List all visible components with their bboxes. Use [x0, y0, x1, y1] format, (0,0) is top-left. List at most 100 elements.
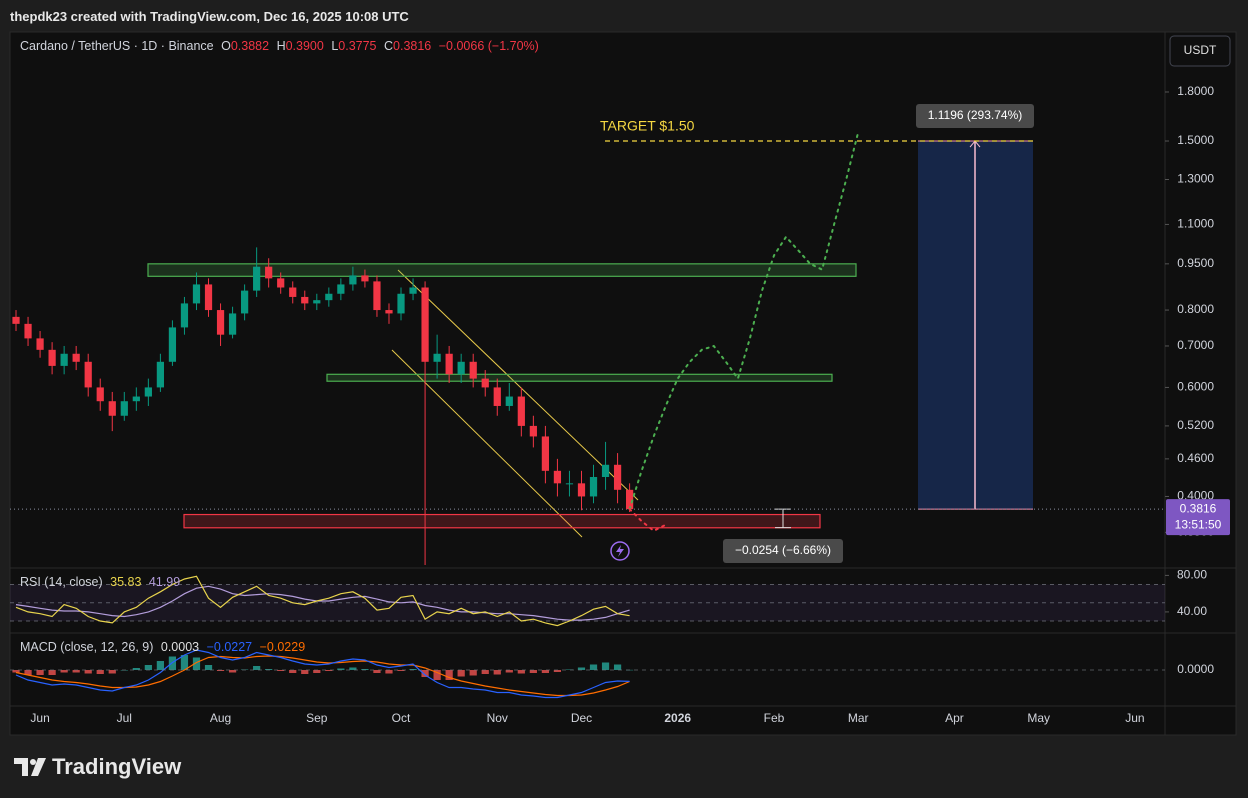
candle-body — [601, 464, 610, 478]
candle-body — [180, 303, 189, 328]
candle-body — [337, 284, 345, 294]
candle-body — [277, 278, 285, 288]
candle-body — [313, 300, 321, 304]
macd-histogram-bar — [469, 670, 477, 676]
x-tick-label: Sep — [306, 711, 328, 725]
macd-histogram-bar — [132, 668, 140, 670]
last-price-box — [1166, 499, 1230, 536]
candle-body — [481, 378, 489, 388]
zone — [183, 513, 821, 529]
chart-background — [9, 31, 1237, 736]
macd-histogram-bar — [301, 670, 309, 674]
candle-body — [529, 425, 537, 437]
candle-body — [385, 310, 393, 314]
currency-label[interactable]: USDT — [1184, 43, 1217, 57]
macd-histogram-bar — [24, 670, 32, 675]
legend-change: −0.0066 (−1.70%) — [439, 39, 539, 53]
last-price-label: 0.3816 — [1180, 501, 1217, 515]
macd-legend: MACD (close, 12, 26, 9) 0.0003 −0.0227 −… — [20, 640, 305, 654]
candle-body — [553, 470, 562, 484]
macd-histogram-bar — [253, 666, 261, 670]
macd-value: −0.0227 — [207, 640, 253, 654]
channel-line — [397, 269, 639, 501]
y-tick-label: 0.9500 — [1177, 256, 1214, 270]
x-tick-label: Feb — [764, 711, 785, 725]
macd-histogram-bar — [108, 670, 116, 674]
candle-body — [12, 316, 20, 324]
x-tick-label: Jun — [1125, 711, 1144, 725]
macd-histogram-bar — [337, 668, 345, 670]
candle-body — [253, 266, 261, 291]
y-tick-label: 80.00 — [1177, 568, 1207, 582]
candle-body — [421, 287, 429, 362]
currency-button[interactable]: USDT — [1169, 35, 1231, 67]
macd-histogram-bar — [72, 670, 80, 673]
candle-body — [517, 396, 525, 426]
macd-histogram-bar — [192, 657, 201, 670]
measure-label-box — [916, 104, 1034, 128]
legend-key: L — [331, 39, 338, 53]
macd-histogram-bar — [373, 670, 381, 673]
candle-body — [469, 361, 477, 379]
candle-body — [565, 483, 574, 485]
macd-histogram-bar — [277, 670, 285, 671]
macd-title: MACD (close, 12, 26, 9) — [20, 640, 153, 654]
x-tick-label: May — [1027, 711, 1050, 725]
candle-body — [301, 296, 309, 304]
rsi-ma-line — [15, 585, 630, 621]
axes: 0.35000.40000.46000.52000.60000.70000.80… — [30, 84, 1230, 725]
macd-histogram-bar — [325, 670, 333, 671]
candle-body — [289, 287, 297, 297]
candle-body — [156, 361, 164, 388]
x-tick-label: Apr — [945, 711, 964, 725]
target-label: TARGET $1.50 — [600, 118, 695, 134]
macd-histogram-bar — [289, 670, 297, 673]
macd-histogram-bar — [397, 670, 405, 671]
candle-body — [325, 293, 333, 301]
macd-histogram-bar — [457, 670, 465, 677]
credit: thepdk23 created with TradingView.com, D… — [10, 9, 409, 24]
macd-histogram-bar — [36, 670, 44, 675]
candle-body — [409, 287, 417, 294]
macd-histogram-bar — [481, 670, 489, 674]
macd-histogram-bar — [228, 670, 237, 673]
candle-body — [577, 483, 586, 497]
candle-body — [241, 290, 249, 314]
y-tick-label: 0.6000 — [1177, 380, 1214, 394]
brand-name: TradingView — [52, 754, 182, 779]
x-tick-label: Oct — [392, 711, 411, 725]
measure-label: 1.1196 (293.74%) — [928, 108, 1023, 122]
candle-body — [108, 401, 116, 416]
macd-histogram-bar — [84, 670, 92, 674]
candle-body — [397, 293, 405, 314]
legend-key: O — [221, 39, 231, 53]
y-tick-label: 1.3000 — [1177, 172, 1214, 186]
candle-body — [589, 477, 598, 497]
candle-body — [132, 396, 140, 402]
candle-body — [48, 349, 56, 366]
y-tick-label: 0.8000 — [1177, 302, 1214, 316]
candle-body — [60, 353, 68, 366]
candle-body — [144, 387, 152, 397]
macd-histogram-bar — [601, 662, 610, 670]
y-tick-label: 0.4600 — [1177, 451, 1214, 465]
legend-value: 0.3775 — [338, 39, 376, 53]
candle-body — [361, 275, 369, 282]
macd-histogram-bar — [493, 670, 501, 675]
x-tick-label: 2026 — [664, 711, 691, 725]
y-tick-label: 1.1000 — [1177, 217, 1214, 231]
candle-body — [24, 323, 32, 339]
candle-body — [204, 284, 213, 311]
candle-body — [216, 310, 225, 335]
candle-body — [72, 353, 80, 362]
x-tick-label: Dec — [571, 711, 592, 725]
candle-body — [433, 353, 441, 362]
legend-value: 0.3816 — [393, 39, 431, 53]
y-tick-label: 40.00 — [1177, 604, 1207, 618]
macd-histogram-bar — [445, 670, 453, 680]
y-tick-label: 0.7000 — [1177, 338, 1214, 352]
legend-value: 0.3882 — [231, 39, 269, 53]
